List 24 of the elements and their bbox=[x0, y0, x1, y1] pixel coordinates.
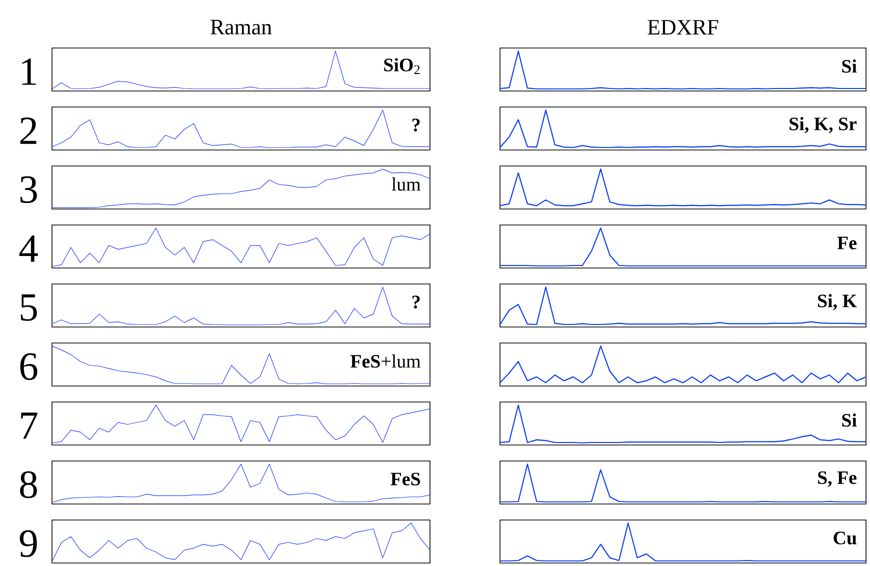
annotation: Si, K, Sr bbox=[790, 117, 857, 134]
y-axis-title: 9 bbox=[20, 530, 37, 558]
y-axis-title: 3 bbox=[20, 176, 37, 204]
annotation: SiO$_{2}$ bbox=[384, 58, 420, 74]
chart-title: EDXRF bbox=[648, 20, 718, 34]
y-axis-title: 5 bbox=[20, 294, 37, 321]
annotation: FeS+lum bbox=[350, 354, 421, 368]
annotation: Fe bbox=[837, 236, 857, 250]
annotation: lum bbox=[392, 177, 421, 191]
annotation: S, Fe bbox=[818, 471, 856, 487]
annotation: Si bbox=[842, 59, 857, 73]
y-axis-title: 1 bbox=[22, 58, 36, 85]
annotation: FeS bbox=[390, 472, 420, 486]
chart-title: Raman bbox=[210, 20, 272, 34]
y-axis-title: 7 bbox=[21, 412, 38, 439]
annotation: Si, K bbox=[818, 294, 857, 310]
y-axis-title: 2 bbox=[20, 117, 36, 144]
annotation: ? bbox=[412, 118, 420, 132]
annotation: Cu bbox=[834, 532, 856, 544]
y-axis-title: 8 bbox=[20, 471, 37, 498]
y-axis-title: 6 bbox=[20, 353, 38, 380]
annotation: Si bbox=[842, 413, 857, 427]
annotation: ? bbox=[412, 296, 420, 308]
y-axis-title: 4 bbox=[19, 236, 38, 262]
